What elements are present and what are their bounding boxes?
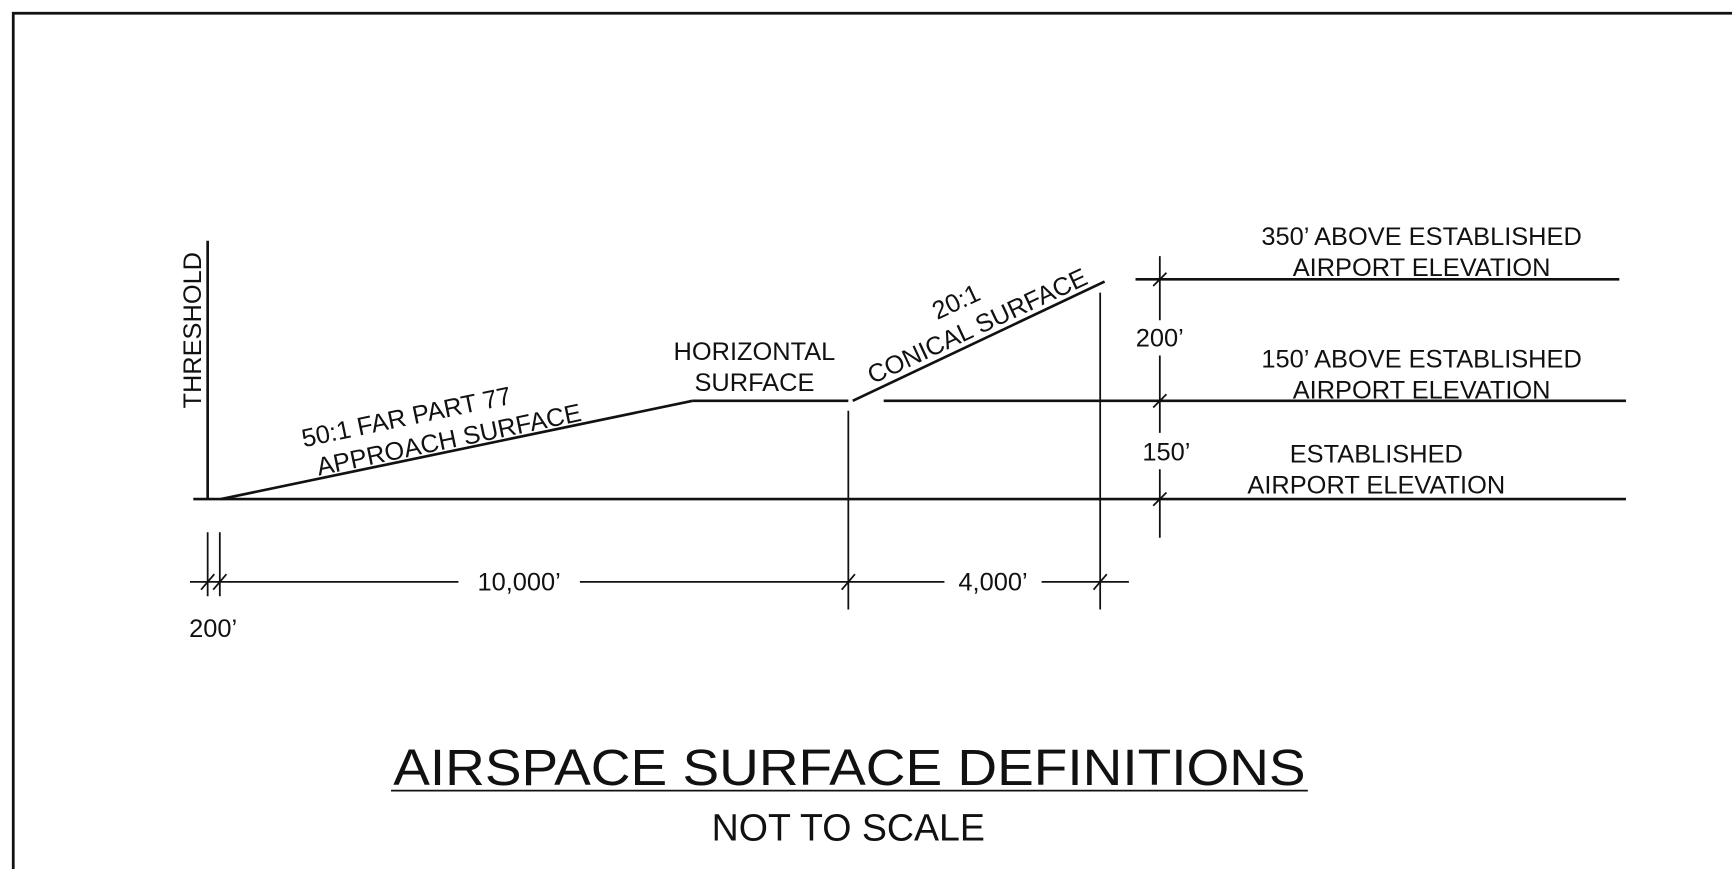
- elevation-label: ESTABLISHED: [1290, 441, 1463, 469]
- elevation-label: AIRPORT ELEVATION: [1293, 377, 1551, 405]
- elevation-label: 350’ ABOVE ESTABLISHED: [1261, 223, 1581, 251]
- dimension-label: 200’: [1136, 325, 1184, 353]
- elevation-label: 150’ ABOVE ESTABLISHED: [1261, 346, 1581, 374]
- dimension-label: 200’: [189, 615, 237, 643]
- drawing-lines: [189, 240, 1626, 792]
- dimension-label: 150’: [1142, 438, 1190, 466]
- threshold-label: THRESHOLD: [179, 252, 207, 409]
- horizontal-label: HORIZONTAL: [674, 338, 836, 366]
- subtitle: NOT TO SCALE: [712, 806, 985, 848]
- frame: [11, 11, 1732, 869]
- horizontal-label: SURFACE: [694, 369, 814, 397]
- elevation-label: AIRPORT ELEVATION: [1293, 254, 1551, 282]
- title: AIRSPACE SURFACE DEFINITIONS: [393, 739, 1305, 796]
- conical-label: CONICAL SURFACE: [863, 263, 1091, 389]
- dimension-label: 4,000’: [958, 569, 1027, 597]
- elevation-label: AIRPORT ELEVATION: [1247, 472, 1505, 500]
- dimension-label: 10,000’: [477, 569, 560, 597]
